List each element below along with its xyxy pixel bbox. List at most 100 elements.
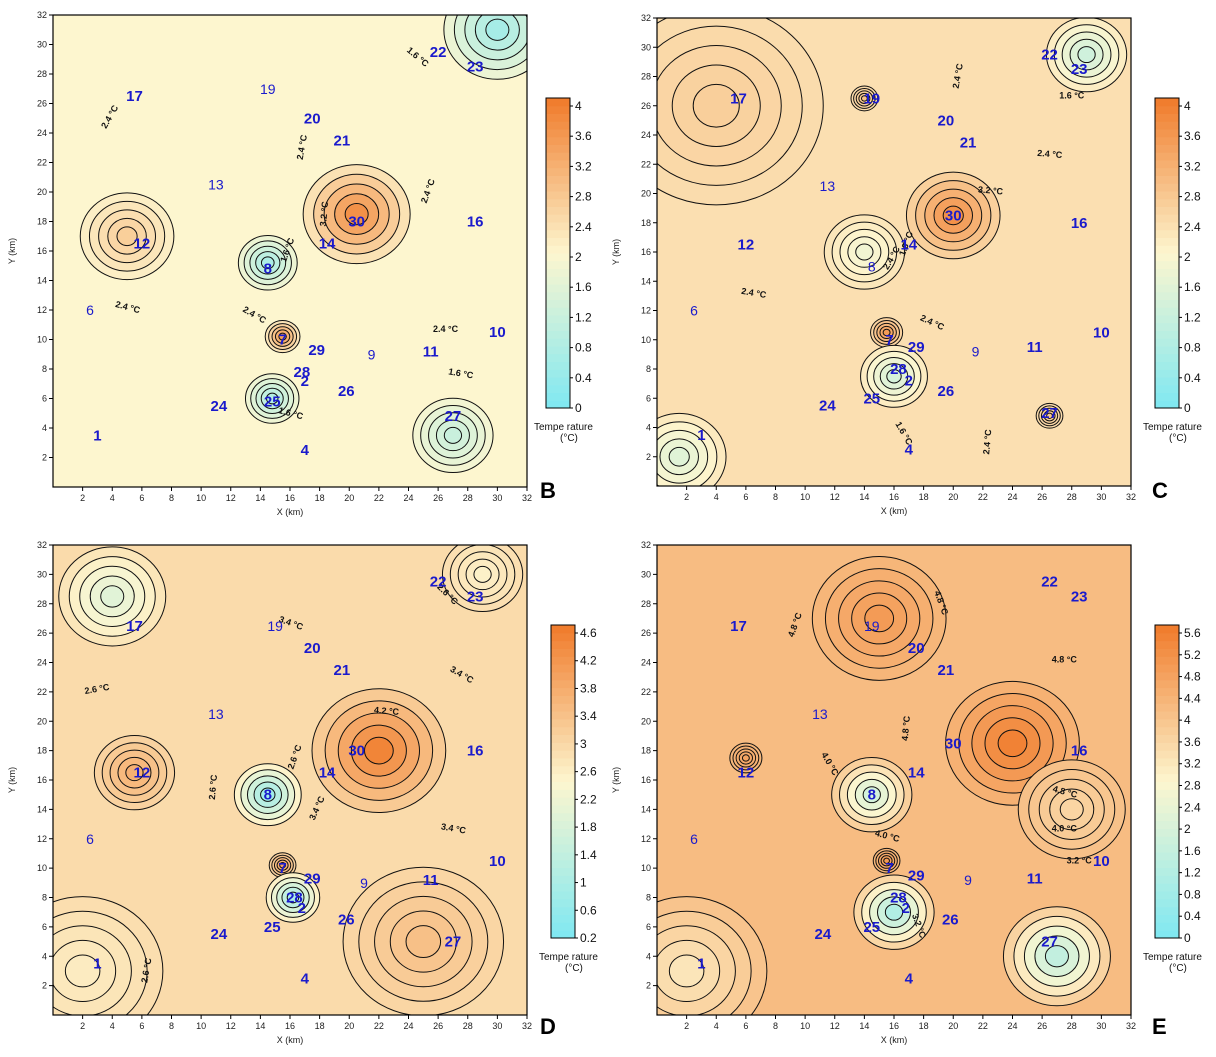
station-label: 13	[812, 706, 828, 722]
colorbar-tick-label: 1	[580, 876, 587, 890]
contour-band	[260, 256, 275, 270]
station-label: 28	[890, 361, 907, 378]
x-tick-label: 32	[1126, 492, 1136, 502]
y-tick-label: 24	[37, 658, 47, 668]
y-tick-label: 22	[641, 687, 651, 697]
colorbar: 4.6 4.2 3.8 3.4 3 2.6 2.2 1.8 1.4 1 0.6 0.2 Tempe ra…	[539, 624, 598, 974]
x-tick-label: 20	[948, 1021, 958, 1031]
station-label: 22	[1041, 47, 1058, 64]
colorbar-segment	[551, 703, 575, 712]
colorbar-segment	[546, 338, 570, 347]
station-label: 2	[905, 373, 913, 390]
x-tick-label: 10	[800, 492, 810, 502]
contour-label: 2.4 °C	[1037, 148, 1063, 160]
contour-band	[882, 328, 891, 337]
colorbar-segment	[1155, 346, 1179, 355]
colorbar-segment	[551, 844, 575, 853]
x-tick-label: 12	[830, 1021, 840, 1031]
y-tick-label: 26	[37, 99, 47, 109]
x-tick-label: 12	[830, 492, 840, 502]
colorbar-segment	[1155, 160, 1179, 169]
x-tick-label: 22	[374, 1021, 384, 1031]
x-tick-label: 6	[139, 1021, 144, 1031]
colorbar-segment	[546, 369, 570, 378]
station-label: 12	[134, 236, 151, 253]
colorbar-segment	[1155, 245, 1179, 254]
colorbar-segment	[1155, 914, 1179, 923]
station-label: 10	[489, 853, 506, 870]
x-tick-label: 6	[743, 1021, 748, 1031]
station-label: 20	[938, 112, 955, 129]
colorbar-segment	[546, 183, 570, 192]
colorbar-frame	[550, 624, 576, 939]
station-label: 13	[208, 706, 224, 722]
x-tick-label: 2	[80, 1021, 85, 1031]
y-tick-label: 20	[37, 716, 47, 726]
colorbar-segment	[1155, 338, 1179, 347]
contour-label: 3.2 °C	[318, 200, 330, 226]
contour-band	[473, 565, 492, 583]
colorbar-tick-label: 0.4	[1184, 371, 1201, 385]
station-label: 10	[1093, 324, 1110, 341]
station-label: 14	[319, 236, 336, 253]
y-tick-label: 6	[646, 922, 651, 932]
colorbar-tick-label: 0.2	[580, 931, 597, 945]
x-tick-label: 26	[433, 1021, 443, 1031]
station-label: 11	[423, 872, 439, 889]
colorbar-segment	[546, 299, 570, 308]
contour-band	[279, 862, 286, 869]
y-tick-label: 6	[42, 394, 47, 404]
colorbar-tick-label: 2.4	[575, 220, 592, 234]
station-label: 13	[208, 177, 224, 193]
station-label: 10	[489, 324, 506, 341]
colorbar-segment	[546, 307, 570, 316]
colorbar-segment	[1155, 742, 1179, 751]
colorbar-tick-label: 0	[575, 401, 582, 415]
station-label: 24	[819, 398, 836, 415]
colorbar-segment	[1155, 206, 1179, 215]
station-label: 23	[1071, 588, 1088, 605]
colorbar-unit: (°C)	[560, 433, 578, 444]
colorbar-segment	[1155, 695, 1179, 704]
x-tick-label: 30	[1096, 1021, 1106, 1031]
y-tick-label: 16	[37, 246, 47, 256]
x-tick-label: 18	[919, 1021, 929, 1031]
x-axis-label: X (km)	[277, 507, 304, 517]
colorbar-segment	[1155, 268, 1179, 277]
colorbar-tick-label: 4	[1184, 713, 1191, 727]
y-tick-label: 4	[646, 951, 651, 961]
colorbar-segment	[1155, 734, 1179, 743]
colorbar-segment	[1155, 105, 1179, 114]
colorbar-segment	[1155, 253, 1179, 262]
colorbar-segment	[546, 144, 570, 153]
station-label: 17	[126, 618, 143, 635]
colorbar-segment	[546, 253, 570, 262]
colorbar-segment	[1155, 789, 1179, 798]
y-tick-label: 2	[646, 452, 651, 462]
colorbar-tick-label: 1.6	[575, 280, 592, 294]
colorbar: 4 3.6 3.2 2.8 2.4 2 1.6 1.2 0.8 0.4 0 Tempe rature(…	[534, 97, 593, 444]
station-label: 9	[360, 875, 368, 891]
colorbar-segment	[1155, 175, 1179, 184]
colorbar-tick-label: 0.6	[580, 903, 597, 917]
station-label: 19	[260, 81, 276, 97]
station-label: 29	[304, 870, 321, 887]
station-label: 27	[445, 934, 462, 951]
x-tick-label: 26	[433, 493, 443, 503]
colorbar-title: Tempe rature	[1143, 422, 1202, 433]
panel-c: 2244668810101212141416161818202022222424…	[611, 13, 1202, 516]
colorbar-tick-label: 3.6	[1184, 129, 1201, 143]
y-tick-label: 10	[641, 863, 651, 873]
y-tick-label: 24	[641, 130, 651, 140]
panel-letter: C	[1152, 478, 1168, 503]
x-tick-label: 20	[948, 492, 958, 502]
colorbar-segment	[546, 152, 570, 161]
y-tick-label: 30	[37, 569, 47, 579]
station-label: 8	[264, 261, 272, 278]
colorbar-tick-label: 2.8	[575, 190, 592, 204]
colorbar-segment	[1155, 687, 1179, 696]
station-label: 20	[908, 640, 925, 657]
y-tick-label: 26	[641, 628, 651, 638]
colorbar-segment	[1155, 353, 1179, 362]
